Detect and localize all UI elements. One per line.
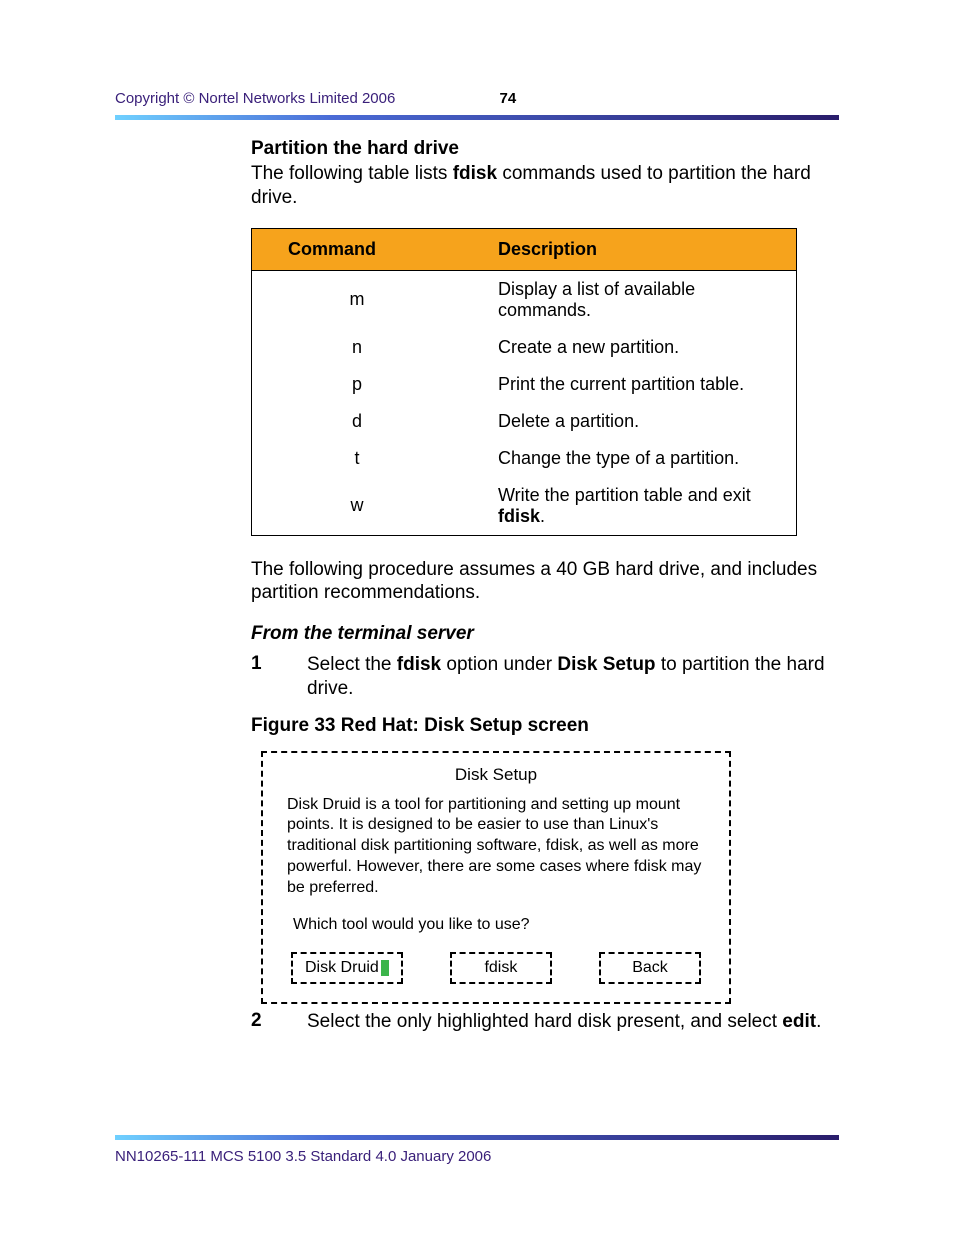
cell-description: Print the current partition table. — [462, 366, 797, 403]
footer-rule — [115, 1135, 839, 1140]
table-header-row: Command Description — [252, 228, 797, 270]
step-body: Select the fdisk option under Disk Setup… — [307, 653, 839, 701]
cell-description: Delete a partition. — [462, 403, 797, 440]
cell-command: w — [252, 477, 463, 536]
step-body: Select the only highlighted hard disk pr… — [307, 1010, 839, 1034]
cell-description: Write the partition table and exit fdisk… — [462, 477, 797, 536]
step-number: 2 — [251, 1010, 307, 1034]
subheading: From the terminal server — [251, 623, 839, 645]
table-row: d Delete a partition. — [252, 403, 797, 440]
back-button-label: Back — [632, 959, 668, 976]
page: Copyright © Nortel Networks Limited 2006… — [0, 0, 954, 1235]
content-area: Partition the hard drive The following t… — [251, 138, 839, 1034]
copyright-text: Copyright © Nortel Networks Limited 2006 — [115, 90, 395, 107]
footer-text: NN10265-111 MCS 5100 3.5 Standard 4.0 Ja… — [115, 1148, 839, 1165]
dialog-prompt: Which tool would you like to use? — [287, 916, 705, 934]
disk-druid-button[interactable]: Disk Druid — [291, 952, 403, 984]
intro-bold: fdisk — [453, 163, 497, 184]
step2-pre: Select the only highlighted hard disk pr… — [307, 1011, 782, 1032]
step2-b1: edit — [782, 1011, 816, 1032]
cell-command: n — [252, 329, 463, 366]
disk-druid-button-label: Disk Druid — [305, 959, 379, 976]
step1-mid: option under — [441, 654, 557, 675]
page-footer: NN10265-111 MCS 5100 3.5 Standard 4.0 Ja… — [115, 1135, 839, 1165]
step1-b2: Disk Setup — [557, 654, 655, 675]
cell-description: Display a list of available commands. — [462, 270, 797, 329]
column-header-command: Command — [252, 228, 463, 270]
cell-command: p — [252, 366, 463, 403]
fdisk-button[interactable]: fdisk — [450, 952, 552, 984]
step-1: 1 Select the fdisk option under Disk Set… — [251, 653, 839, 701]
desc-bold: fdisk — [498, 506, 540, 526]
dialog-paragraph: Disk Druid is a tool for partitioning an… — [287, 795, 705, 899]
table-row: w Write the partition table and exit fdi… — [252, 477, 797, 536]
table-row: p Print the current partition table. — [252, 366, 797, 403]
fdisk-button-label: fdisk — [484, 959, 517, 976]
cursor-icon — [381, 960, 389, 976]
page-number: 74 — [500, 90, 517, 107]
intro-paragraph: The following table lists fdisk commands… — [251, 162, 839, 210]
header-rule — [115, 115, 839, 120]
step-number: 1 — [251, 653, 307, 701]
cell-description: Change the type of a partition. — [462, 440, 797, 477]
step1-pre: Select the — [307, 654, 397, 675]
disk-setup-dialog: Disk Setup Disk Druid is a tool for part… — [261, 751, 731, 1005]
step1-b1: fdisk — [397, 654, 441, 675]
cell-command: t — [252, 440, 463, 477]
cell-description: Create a new partition. — [462, 329, 797, 366]
figure-caption: Figure 33 Red Hat: Disk Setup screen — [251, 715, 839, 737]
desc-post: . — [540, 506, 545, 526]
table-row: m Display a list of available commands. — [252, 270, 797, 329]
cell-command: m — [252, 270, 463, 329]
back-button[interactable]: Back — [599, 952, 701, 984]
desc-pre: Write the partition table and exit — [498, 485, 751, 505]
fdisk-commands-table: Command Description m Display a list of … — [251, 228, 797, 536]
section-title: Partition the hard drive — [251, 138, 839, 160]
after-table-paragraph: The following procedure assumes a 40 GB … — [251, 558, 839, 606]
table-row: n Create a new partition. — [252, 329, 797, 366]
intro-pre: The following table lists — [251, 163, 453, 184]
column-header-description: Description — [462, 228, 797, 270]
step2-post: . — [816, 1011, 821, 1032]
dialog-button-row: Disk Druid fdisk Back — [287, 952, 705, 984]
step-2: 2 Select the only highlighted hard disk … — [251, 1010, 839, 1034]
page-header: Copyright © Nortel Networks Limited 2006… — [115, 90, 839, 107]
table-row: t Change the type of a partition. — [252, 440, 797, 477]
dialog-title: Disk Setup — [287, 765, 705, 785]
cell-command: d — [252, 403, 463, 440]
